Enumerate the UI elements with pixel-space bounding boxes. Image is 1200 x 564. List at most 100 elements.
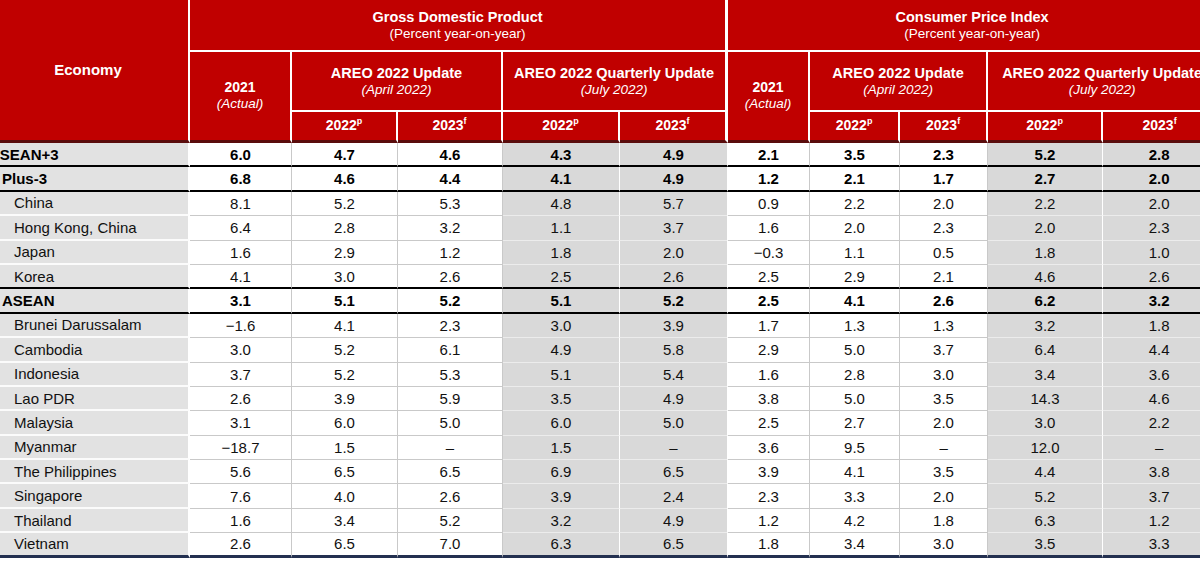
- value-cell: 3.9: [728, 460, 810, 484]
- value-cell: 3.9: [620, 314, 728, 338]
- cpi-group-header: Consumer Price Index (Percent year-on-ye…: [728, 0, 1200, 52]
- value-cell: 2.0: [620, 241, 728, 265]
- value-cell: 4.9: [620, 387, 728, 411]
- value-cell: 4.3: [503, 143, 620, 167]
- economy-cell: ASEAN+3: [0, 143, 190, 167]
- value-cell: 5.2: [292, 363, 398, 387]
- value-cell: 3.4: [810, 533, 900, 557]
- value-cell: 4.8: [503, 192, 620, 216]
- value-cell: –: [900, 436, 988, 460]
- value-cell: 3.6: [728, 436, 810, 460]
- value-cell: 6.0: [190, 143, 292, 167]
- value-cell: 1.8: [988, 241, 1103, 265]
- value-cell: 5.6: [190, 460, 292, 484]
- value-cell: 3.5: [810, 143, 900, 167]
- value-cell: 6.5: [292, 533, 398, 557]
- value-cell: 2.0: [900, 484, 988, 508]
- value-cell: 3.2: [503, 509, 620, 533]
- value-cell: 2.7: [988, 167, 1103, 191]
- value-cell: 2.6: [620, 265, 728, 289]
- value-cell: 1.7: [728, 314, 810, 338]
- value-cell: 3.3: [810, 484, 900, 508]
- value-cell: 1.1: [810, 241, 900, 265]
- table-row: The Philippines5.66.56.56.96.53.94.13.54…: [0, 460, 1200, 484]
- value-cell: 3.0: [900, 363, 988, 387]
- value-cell: 2.3: [900, 216, 988, 240]
- value-cell: 5.2: [988, 143, 1103, 167]
- economy-label: The Philippines: [14, 463, 117, 480]
- value-cell: 2.5: [728, 289, 810, 313]
- value-cell: 3.2: [988, 314, 1103, 338]
- value-cell: 6.5: [620, 460, 728, 484]
- year-col-header: 2023f: [620, 112, 728, 143]
- economy-label: Vietnam: [14, 535, 69, 552]
- value-cell: 5.2: [620, 289, 728, 313]
- economy-cell: Thailand: [0, 509, 190, 533]
- table-header: Economy Gross Domestic Product (Percent …: [0, 0, 1200, 143]
- value-cell: 2.5: [728, 265, 810, 289]
- value-cell: 2.8: [1103, 143, 1200, 167]
- table-row: ASEAN3.15.15.25.15.22.54.12.66.23.2: [0, 289, 1200, 313]
- value-cell: 1.5: [503, 436, 620, 460]
- value-cell: 5.3: [398, 363, 503, 387]
- value-cell: 3.4: [292, 509, 398, 533]
- value-cell: 3.1: [190, 289, 292, 313]
- value-cell: 5.1: [503, 363, 620, 387]
- value-cell: 3.5: [900, 387, 988, 411]
- table-row: China8.15.25.34.85.70.92.22.02.22.0: [0, 192, 1200, 216]
- year-col-header: 2023f: [398, 112, 503, 143]
- value-cell: 5.2: [292, 338, 398, 362]
- value-cell: 1.0: [1103, 241, 1200, 265]
- value-cell: 2.2: [1103, 411, 1200, 435]
- value-cell: 3.6: [1103, 363, 1200, 387]
- value-cell: –: [620, 436, 728, 460]
- value-cell: 4.4: [988, 460, 1103, 484]
- economy-cell: Vietnam: [0, 533, 190, 557]
- economy-cell: Hong Kong, China: [0, 216, 190, 240]
- value-cell: 5.3: [398, 192, 503, 216]
- value-cell: −18.7: [190, 436, 292, 460]
- table-row: Myanmar−18.71.5–1.5–3.69.5–12.0–: [0, 436, 1200, 460]
- economy-cell: Brunei Darussalam: [0, 314, 190, 338]
- value-cell: 2.0: [900, 192, 988, 216]
- value-cell: 3.4: [988, 363, 1103, 387]
- value-cell: 1.6: [190, 509, 292, 533]
- value-cell: 3.0: [190, 338, 292, 362]
- forecast-table: Economy Gross Domestic Product (Percent …: [0, 0, 1200, 558]
- economy-label: Hong Kong, China: [14, 219, 137, 236]
- value-cell: 1.2: [398, 241, 503, 265]
- economy-cell: Japan: [0, 241, 190, 265]
- value-cell: 1.6: [728, 363, 810, 387]
- economy-label: Japan: [14, 243, 55, 260]
- value-cell: 3.7: [190, 363, 292, 387]
- value-cell: 3.9: [503, 484, 620, 508]
- value-cell: 5.0: [620, 411, 728, 435]
- value-cell: 5.0: [810, 338, 900, 362]
- value-cell: 1.6: [190, 241, 292, 265]
- value-cell: 2.2: [810, 192, 900, 216]
- economy-cell: ASEAN: [0, 289, 190, 313]
- value-cell: 5.1: [503, 289, 620, 313]
- value-cell: 2.1: [900, 265, 988, 289]
- value-cell: 1.7: [900, 167, 988, 191]
- value-cell: 2.6: [900, 289, 988, 313]
- value-cell: 6.5: [292, 460, 398, 484]
- value-cell: 4.9: [503, 338, 620, 362]
- economy-cell: Cambodia: [0, 338, 190, 362]
- economy-label: Cambodia: [14, 341, 82, 358]
- value-cell: 4.6: [292, 167, 398, 191]
- value-cell: 1.3: [900, 314, 988, 338]
- economy-header-label: Economy: [54, 61, 122, 78]
- value-cell: 6.1: [398, 338, 503, 362]
- economy-label: Lao PDR: [14, 390, 75, 407]
- value-cell: 3.8: [1103, 460, 1200, 484]
- value-cell: 3.5: [988, 533, 1103, 557]
- table-row: Malaysia3.16.05.06.05.02.52.72.03.02.2: [0, 411, 1200, 435]
- value-cell: 3.2: [398, 216, 503, 240]
- value-cell: 2.0: [810, 216, 900, 240]
- table-row: Japan1.62.91.21.82.0−0.31.10.51.81.0: [0, 241, 1200, 265]
- value-cell: 3.3: [1103, 533, 1200, 557]
- economy-label: Plus-3: [2, 170, 47, 187]
- value-cell: 3.0: [503, 314, 620, 338]
- economy-label: Korea: [14, 268, 54, 285]
